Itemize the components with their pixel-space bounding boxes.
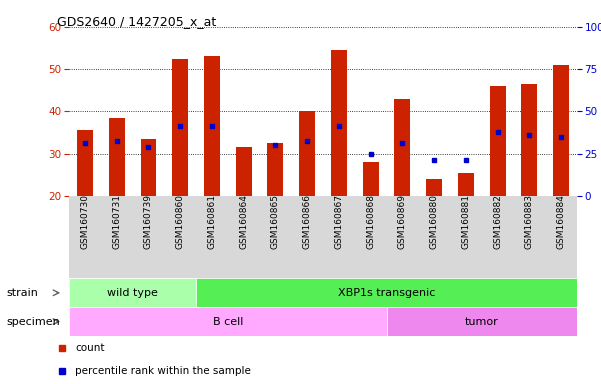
Text: specimen: specimen — [6, 316, 59, 327]
Bar — [204, 56, 220, 196]
Bar — [458, 173, 474, 196]
Bar — [426, 179, 442, 196]
Bar — [196, 278, 577, 307]
Bar — [77, 131, 93, 196]
Text: GDS2640 / 1427205_x_at: GDS2640 / 1427205_x_at — [57, 15, 216, 28]
Bar — [267, 143, 283, 196]
Bar — [553, 65, 569, 196]
Bar — [386, 307, 577, 336]
Bar — [109, 118, 124, 196]
Bar — [69, 278, 196, 307]
Bar — [141, 139, 156, 196]
Bar — [490, 86, 505, 196]
Bar — [236, 147, 252, 196]
Bar — [69, 307, 386, 336]
Text: wild type: wild type — [107, 288, 158, 298]
Bar — [394, 99, 410, 196]
Bar — [331, 50, 347, 196]
Bar — [172, 59, 188, 196]
Text: percentile rank within the sample: percentile rank within the sample — [75, 366, 251, 376]
Bar — [522, 84, 537, 196]
Bar — [299, 111, 315, 196]
Text: strain: strain — [6, 288, 38, 298]
Text: count: count — [75, 343, 105, 353]
Text: XBP1s transgenic: XBP1s transgenic — [338, 288, 435, 298]
Text: tumor: tumor — [465, 316, 499, 327]
Text: B cell: B cell — [213, 316, 243, 327]
Bar — [363, 162, 379, 196]
